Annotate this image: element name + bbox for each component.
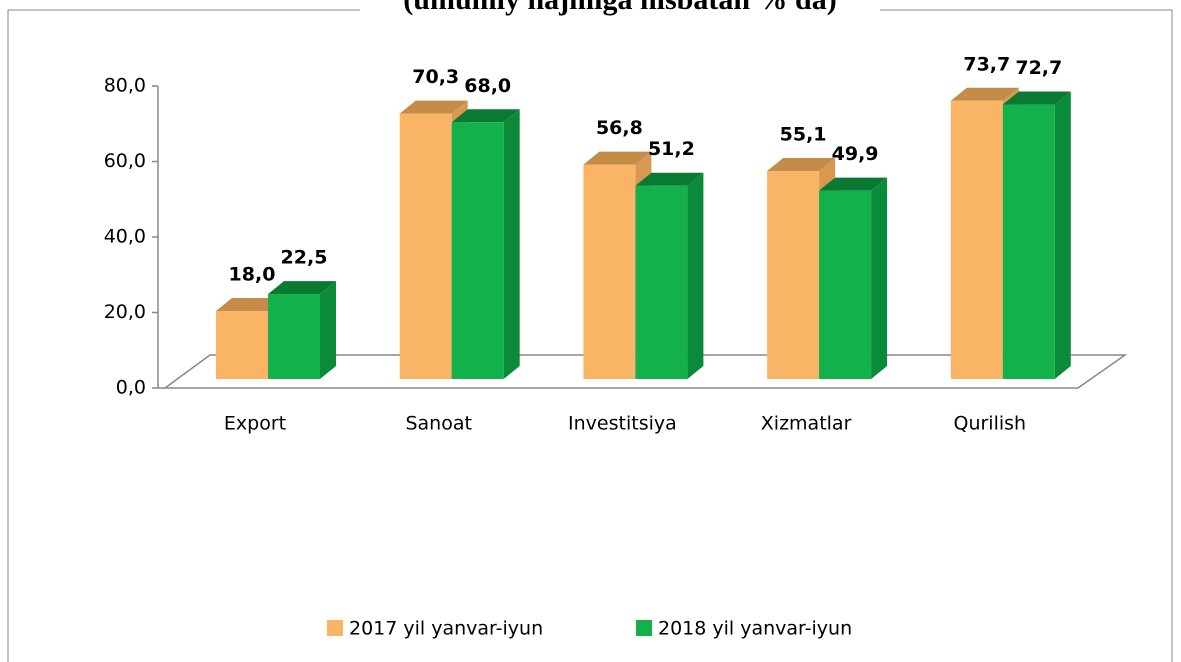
y-tick-label: 80,0 xyxy=(104,75,146,97)
x-tick-label: Qurilish xyxy=(954,413,1027,435)
title-background xyxy=(360,0,880,22)
bar xyxy=(583,164,636,379)
bar-top xyxy=(268,281,336,295)
bar-top xyxy=(399,100,468,114)
x-tick-label: Xizmatlar xyxy=(761,413,852,435)
y-tick-label: 60,0 xyxy=(104,150,146,172)
bar xyxy=(268,294,320,379)
data-label: 18,0 xyxy=(229,264,276,286)
data-label: 68,0 xyxy=(464,75,511,97)
bar-top xyxy=(950,87,1019,101)
bar-side xyxy=(687,172,704,379)
legend-label: 2017 yil yanvar-iyun xyxy=(349,618,543,640)
bar xyxy=(635,185,688,379)
bar-side xyxy=(320,281,336,379)
bar xyxy=(819,190,872,379)
legend-swatch xyxy=(327,620,343,636)
bar-top xyxy=(583,151,652,165)
data-label: 72,7 xyxy=(1015,57,1062,79)
bar-side xyxy=(503,109,520,380)
bar xyxy=(950,100,1003,379)
legend-swatch xyxy=(636,620,652,636)
bar-top xyxy=(216,298,284,312)
bar xyxy=(399,113,452,380)
bar-top xyxy=(819,177,888,191)
bar-side xyxy=(871,177,888,379)
data-label: 73,7 xyxy=(963,53,1010,75)
data-label: 49,9 xyxy=(832,143,879,165)
data-label: 22,5 xyxy=(281,247,328,269)
y-tick-label: 40,0 xyxy=(104,226,146,248)
chart-title: (umumiy hajmiga nisbatan % da) xyxy=(403,0,836,16)
legend-label: 2018 yil yanvar-iyun xyxy=(658,618,852,640)
y-tick-label: 20,0 xyxy=(104,301,146,323)
bar-top xyxy=(1002,91,1071,105)
bar-top xyxy=(635,172,704,186)
data-label: 55,1 xyxy=(780,123,827,145)
data-label: 70,3 xyxy=(412,66,459,88)
data-label: 56,8 xyxy=(596,117,643,139)
y-tick-label: 0,0 xyxy=(116,377,146,399)
x-tick-label: Investitsiya xyxy=(568,413,677,435)
bar-top xyxy=(451,109,520,123)
x-tick-label: Export xyxy=(224,413,286,435)
bar xyxy=(216,311,268,379)
bar-side xyxy=(1054,91,1071,380)
bar xyxy=(767,170,820,379)
x-tick-label: Sanoat xyxy=(405,413,471,435)
bar-top xyxy=(767,157,836,171)
bar xyxy=(1002,104,1055,380)
data-label: 51,2 xyxy=(648,138,695,160)
bar xyxy=(451,122,504,380)
